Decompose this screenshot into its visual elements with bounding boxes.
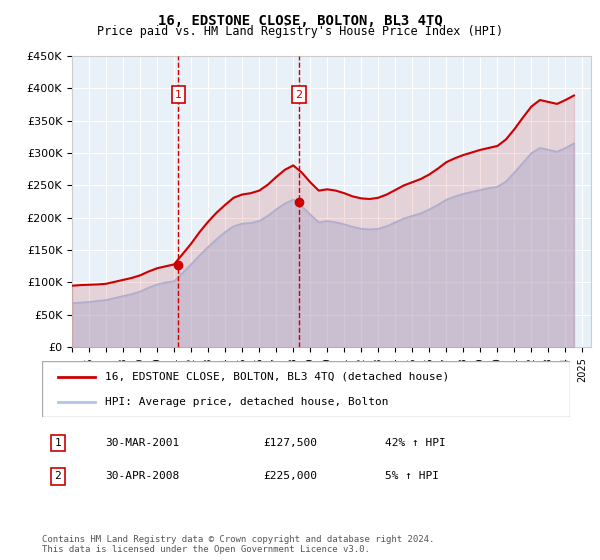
Text: £127,500: £127,500: [264, 438, 318, 448]
Text: 1: 1: [175, 90, 182, 100]
Text: 1: 1: [55, 438, 61, 448]
Text: 16, EDSTONE CLOSE, BOLTON, BL3 4TQ (detached house): 16, EDSTONE CLOSE, BOLTON, BL3 4TQ (deta…: [106, 372, 449, 382]
FancyBboxPatch shape: [42, 361, 570, 417]
Text: 2: 2: [295, 90, 302, 100]
Text: 2: 2: [55, 472, 61, 482]
Text: £225,000: £225,000: [264, 472, 318, 482]
Text: 42% ↑ HPI: 42% ↑ HPI: [385, 438, 446, 448]
Text: 30-APR-2008: 30-APR-2008: [106, 472, 179, 482]
Text: 16, EDSTONE CLOSE, BOLTON, BL3 4TQ: 16, EDSTONE CLOSE, BOLTON, BL3 4TQ: [158, 14, 442, 28]
Text: 30-MAR-2001: 30-MAR-2001: [106, 438, 179, 448]
Text: HPI: Average price, detached house, Bolton: HPI: Average price, detached house, Bolt…: [106, 396, 389, 407]
Text: Contains HM Land Registry data © Crown copyright and database right 2024.
This d: Contains HM Land Registry data © Crown c…: [42, 535, 434, 554]
Text: Price paid vs. HM Land Registry's House Price Index (HPI): Price paid vs. HM Land Registry's House …: [97, 25, 503, 38]
Text: 5% ↑ HPI: 5% ↑ HPI: [385, 472, 439, 482]
